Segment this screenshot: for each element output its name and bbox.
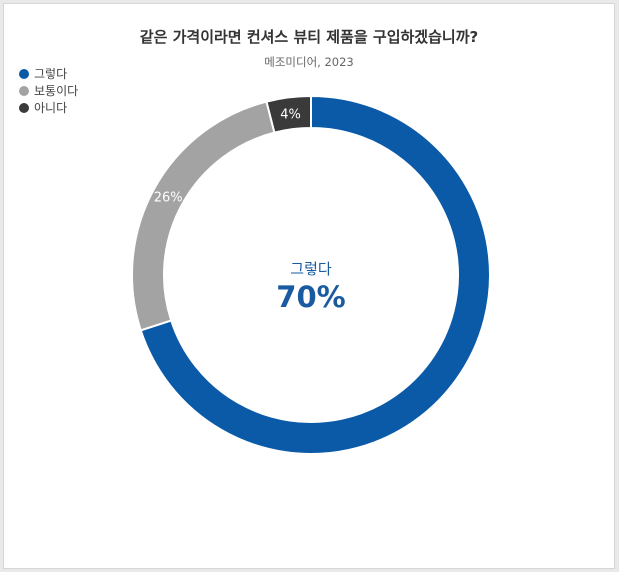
slice-label-no: 4% [280, 107, 301, 122]
legend-item-yes: 그렇다 [19, 65, 78, 82]
slice-yes [139, 94, 491, 455]
slice-labels: 26% 4% [154, 107, 301, 205]
slice-no [265, 94, 312, 134]
slice-neutral [131, 100, 276, 332]
donut-chart: 26% 4% 그렇다 70% [131, 94, 491, 455]
legend-item-neutral: 보통이다 [19, 82, 78, 99]
legend-swatch-no [19, 102, 29, 113]
legend-swatch-yes [19, 68, 29, 79]
chart-title: 같은 가격이라면 컨셔스 뷰티 제품을 구입하겠습니까? [139, 28, 479, 46]
legend-label-yes: 그렇다 [34, 67, 68, 81]
chart-subtitle: 메조미디어, 2023 [264, 55, 354, 69]
slice-label-neutral: 26% [154, 190, 183, 205]
legend-item-no: 아니다 [19, 99, 78, 116]
legend: 그렇다 보통이다 아니다 [19, 65, 78, 116]
donut-slices [131, 94, 491, 455]
legend-label-neutral: 보통이다 [34, 84, 79, 98]
center-label: 그렇다 [290, 260, 332, 278]
legend-label-no: 아니다 [34, 101, 68, 115]
center-value: 70% [276, 280, 345, 314]
legend-swatch-neutral [19, 85, 29, 96]
chart-frame: 같은 가격이라면 컨셔스 뷰티 제품을 구입하겠습니까? 메조미디어, 2023… [3, 3, 615, 569]
